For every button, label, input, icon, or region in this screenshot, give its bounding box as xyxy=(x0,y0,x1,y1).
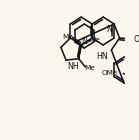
Text: HN: HN xyxy=(96,52,108,61)
Text: Me: Me xyxy=(90,37,100,43)
Text: OMe: OMe xyxy=(102,71,118,76)
Text: N: N xyxy=(81,37,87,46)
Text: O: O xyxy=(134,34,139,44)
Text: Me: Me xyxy=(84,65,95,71)
Text: NH: NH xyxy=(67,62,79,71)
Text: N: N xyxy=(106,25,112,34)
Text: Me: Me xyxy=(62,34,73,40)
